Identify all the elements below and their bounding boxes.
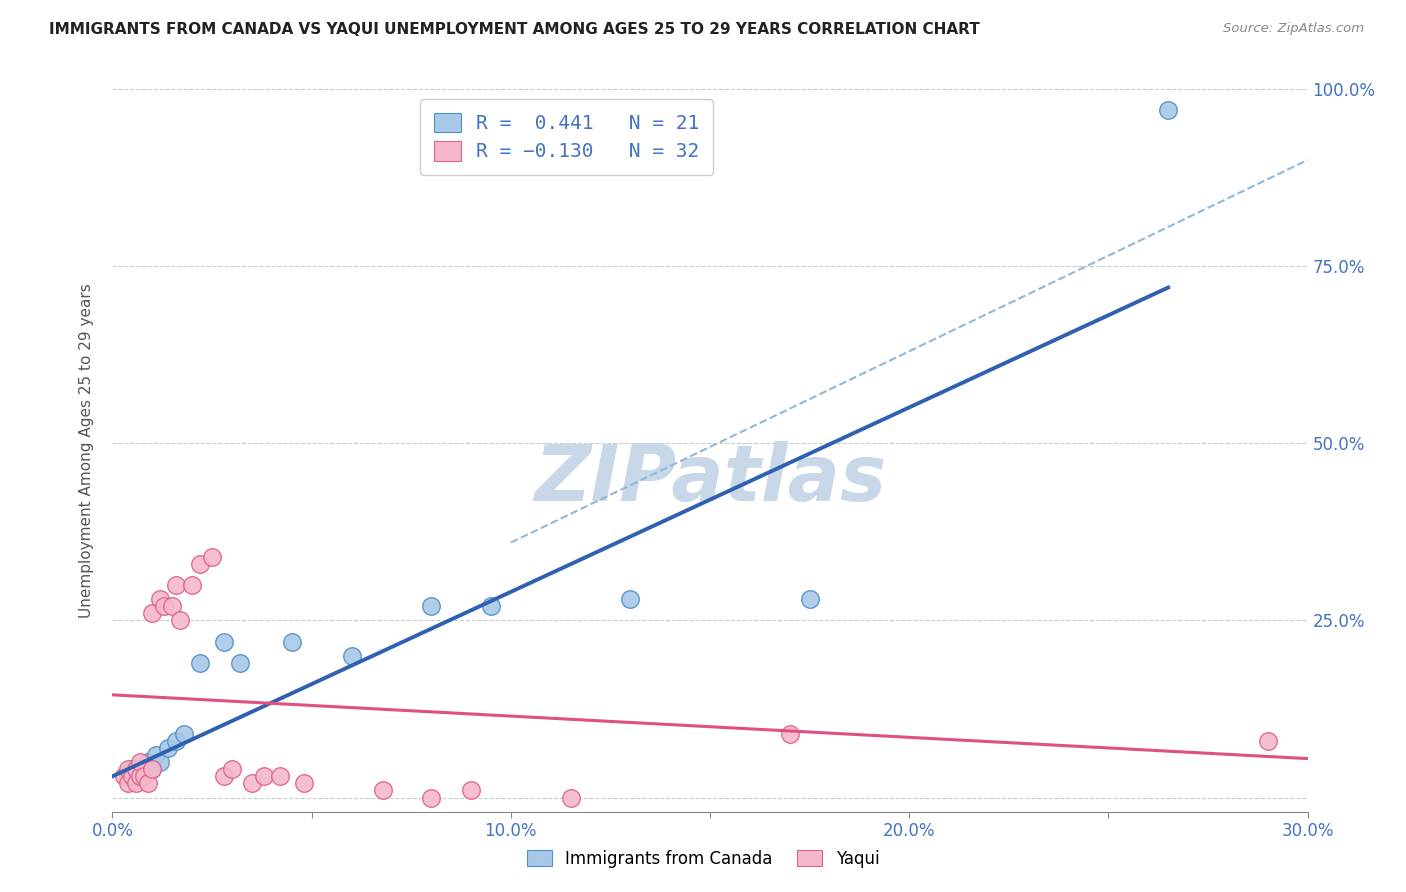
Point <box>141 762 163 776</box>
Point <box>121 762 143 776</box>
Point <box>117 776 139 790</box>
Text: ZIPatlas: ZIPatlas <box>534 442 886 517</box>
Point <box>141 762 163 776</box>
Point <box>129 755 152 769</box>
Point <box>420 790 443 805</box>
Point <box>129 769 152 783</box>
Point <box>479 599 502 614</box>
Point <box>340 648 363 663</box>
Point <box>173 727 195 741</box>
Point <box>188 557 211 571</box>
Point <box>117 769 139 783</box>
Text: Source: ZipAtlas.com: Source: ZipAtlas.com <box>1223 22 1364 36</box>
Point <box>201 549 224 564</box>
Point <box>125 776 148 790</box>
Point <box>157 741 180 756</box>
Point <box>181 578 204 592</box>
Point <box>145 747 167 762</box>
Point <box>149 755 172 769</box>
Point <box>138 776 160 790</box>
Point <box>1157 103 1180 118</box>
Legend: Immigrants from Canada, Yaqui: Immigrants from Canada, Yaqui <box>520 844 886 875</box>
Point <box>134 769 156 783</box>
Point <box>114 769 135 783</box>
Point <box>121 769 143 783</box>
Y-axis label: Unemployment Among Ages 25 to 29 years: Unemployment Among Ages 25 to 29 years <box>79 283 94 618</box>
Point <box>373 783 395 797</box>
Point <box>162 599 183 614</box>
Point <box>799 592 821 607</box>
Point <box>141 607 163 621</box>
Point <box>212 769 235 783</box>
Point <box>129 769 152 783</box>
Point <box>281 634 304 648</box>
Point <box>188 656 211 670</box>
Point <box>117 762 139 776</box>
Point <box>240 776 263 790</box>
Point <box>169 614 191 628</box>
Point <box>253 769 276 783</box>
Text: IMMIGRANTS FROM CANADA VS YAQUI UNEMPLOYMENT AMONG AGES 25 TO 29 YEARS CORRELATI: IMMIGRANTS FROM CANADA VS YAQUI UNEMPLOY… <box>49 22 980 37</box>
Point <box>212 634 235 648</box>
Point <box>138 755 160 769</box>
Point <box>134 762 156 776</box>
Point <box>420 599 443 614</box>
Point <box>229 656 252 670</box>
Point <box>269 769 291 783</box>
Point <box>125 762 148 776</box>
Point <box>292 776 315 790</box>
Point <box>165 578 187 592</box>
Legend: R =  0.441   N = 21, R = −0.130   N = 32: R = 0.441 N = 21, R = −0.130 N = 32 <box>420 99 713 175</box>
Point <box>153 599 176 614</box>
Point <box>149 592 172 607</box>
Point <box>221 762 243 776</box>
Point <box>460 783 482 797</box>
Point <box>1257 734 1279 748</box>
Point <box>165 734 187 748</box>
Point <box>619 592 641 607</box>
Point <box>560 790 582 805</box>
Point <box>779 727 801 741</box>
